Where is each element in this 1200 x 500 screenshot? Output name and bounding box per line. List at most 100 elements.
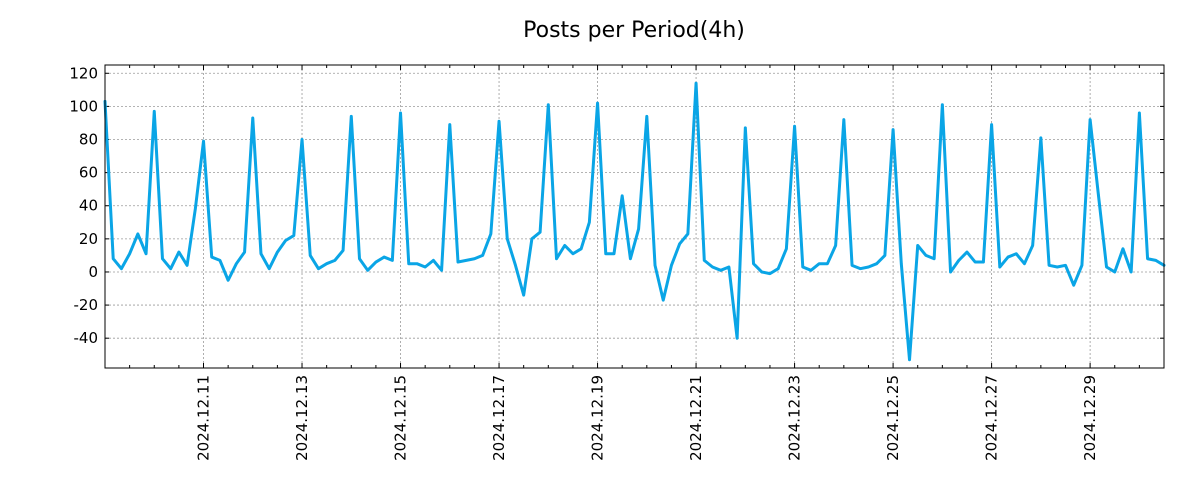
data-point	[892, 128, 894, 130]
data-point	[1064, 264, 1066, 266]
data-point	[211, 256, 213, 258]
data-point	[169, 267, 171, 269]
data-point	[1146, 258, 1148, 260]
data-point	[1089, 118, 1091, 120]
data-point	[802, 266, 804, 268]
data-point	[637, 228, 639, 230]
data-point	[276, 251, 278, 253]
plot-frame	[105, 65, 1164, 368]
data-point	[1023, 262, 1025, 264]
data-point	[629, 258, 631, 260]
data-point	[695, 82, 697, 84]
y-tick-label: 60	[79, 164, 98, 182]
data-point	[1056, 266, 1058, 268]
data-point	[219, 259, 221, 261]
data-point	[867, 266, 869, 268]
x-tick-label: 2024.12.17	[490, 375, 508, 461]
data-point	[785, 248, 787, 250]
y-tick-label: -20	[74, 296, 99, 314]
data-point	[917, 244, 919, 246]
data-point	[367, 269, 369, 271]
x-tick-label: 2024.12.29	[1081, 375, 1099, 461]
data-point	[235, 262, 237, 264]
data-point	[186, 264, 188, 266]
data-point	[818, 262, 820, 264]
data-point	[596, 102, 598, 104]
data-point	[112, 258, 114, 260]
x-tick-label: 2024.12.23	[786, 375, 804, 461]
data-point	[555, 258, 557, 260]
data-point	[941, 104, 943, 106]
data-point	[580, 248, 582, 250]
y-tick-label: 100	[69, 97, 98, 115]
data-point	[153, 110, 155, 112]
data-point	[670, 264, 672, 266]
data-point	[613, 253, 615, 255]
data-point	[449, 123, 451, 125]
data-point	[350, 115, 352, 117]
data-point	[506, 238, 508, 240]
data-point	[974, 261, 976, 263]
data-point	[301, 138, 303, 140]
data-point	[375, 261, 377, 263]
data-point	[572, 253, 574, 255]
data-point	[498, 120, 500, 122]
data-point	[522, 294, 524, 296]
data-point	[383, 256, 385, 258]
x-tick-label: 2024.12.11	[195, 375, 213, 461]
data-point	[711, 266, 713, 268]
data-point	[293, 234, 295, 236]
data-point	[457, 261, 459, 263]
data-point	[982, 261, 984, 263]
x-tick-label: 2024.12.19	[589, 375, 607, 461]
data-point	[202, 140, 204, 142]
x-axis: 2024.12.11 2024.12.13 2024.12.15 2024.12.17…	[130, 65, 1140, 461]
data-point	[1048, 264, 1050, 266]
data-point	[810, 269, 812, 271]
data-point	[465, 259, 467, 261]
data-point	[843, 118, 845, 120]
data-point	[646, 115, 648, 117]
data-point	[793, 125, 795, 127]
data-point	[769, 272, 771, 274]
data-point	[1015, 253, 1017, 255]
data-point	[1114, 271, 1116, 273]
data-point	[875, 262, 877, 264]
data-point	[260, 253, 262, 255]
data-point	[416, 262, 418, 264]
data-point	[227, 279, 229, 281]
data-point	[128, 253, 130, 255]
data-point	[252, 117, 254, 119]
data-point	[1073, 284, 1075, 286]
data-point	[851, 264, 853, 266]
data-point	[391, 259, 393, 261]
data-point	[432, 259, 434, 261]
y-tick-label: 20	[79, 230, 98, 248]
series-line	[105, 83, 1164, 360]
data-point	[145, 253, 147, 255]
data-point	[268, 267, 270, 269]
data-point	[1105, 266, 1107, 268]
data-point	[539, 231, 541, 233]
x-tick-label: 2024.12.27	[983, 375, 1001, 461]
data-point	[1122, 248, 1124, 250]
data-point	[399, 112, 401, 114]
data-point	[925, 254, 927, 256]
data-point	[243, 251, 245, 253]
series-layer	[104, 82, 1165, 361]
chart: Posts per Period(4h) 120100806040200-20-…	[0, 0, 1200, 500]
data-point	[834, 244, 836, 246]
data-point	[958, 259, 960, 261]
grid	[105, 65, 1164, 368]
y-tick-label: 80	[79, 131, 98, 149]
data-point	[317, 267, 319, 269]
data-point	[605, 253, 607, 255]
data-point	[1031, 244, 1033, 246]
data-point	[703, 259, 705, 261]
data-point	[473, 258, 475, 260]
data-point	[900, 262, 902, 264]
data-point	[161, 258, 163, 260]
data-point	[408, 262, 410, 264]
data-point	[481, 254, 483, 256]
data-point	[752, 262, 754, 264]
